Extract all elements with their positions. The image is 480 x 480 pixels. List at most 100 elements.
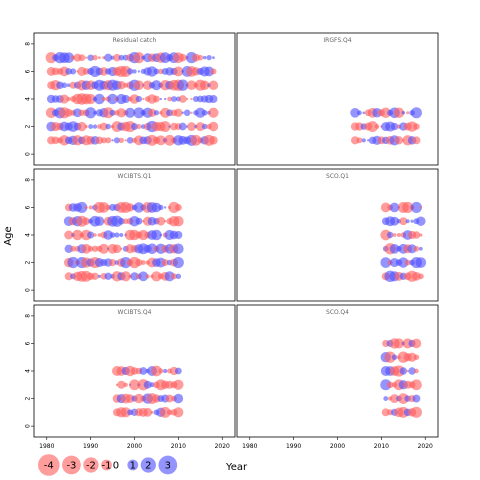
- bubble-residual-catch-2011-age3: [181, 111, 184, 114]
- bubble-residual-catch-2018-age5: [208, 80, 219, 90]
- bubble-irgfs-q4-2016-age3: [406, 111, 410, 115]
- bubble-residual-catch-1997-age5: [117, 81, 126, 90]
- bubble-wcibts-q1-1996-age3: [112, 244, 122, 254]
- y-tick-label-residual-catch-8: 8: [25, 42, 32, 46]
- bubble-wcibts-q4-2008-age1: [166, 409, 173, 416]
- bubble-wcibts-q1-1992-age5: [94, 216, 105, 227]
- bubble-residual-catch-1992-age4: [94, 93, 105, 105]
- legend-bubble-neg1: [101, 459, 112, 471]
- bubble-sco-q4-2018-age1: [410, 406, 423, 418]
- bubble-wcibts-q1-1990-age3: [87, 245, 94, 252]
- bubble-wcibts-q1-2006-age6: [158, 204, 164, 211]
- bubble-wcibts-q1-1995-age4: [109, 232, 116, 238]
- bubble-wcibts-q1-2007-age5: [164, 220, 167, 223]
- bubble-residual-catch-1985-age5: [66, 83, 71, 88]
- bubble-wcibts-q1-1992-age1: [97, 274, 101, 278]
- bubble-residual-catch-1997-age1: [118, 137, 124, 143]
- legend-bubble-neg2: [83, 457, 99, 473]
- legend-label-neg3: -3: [66, 461, 76, 472]
- panel-title-sco-q1: SCO.Q1: [326, 173, 349, 180]
- bubble-wcibts-q1-2001-age2: [135, 258, 143, 267]
- bubble-wcibts-q1-2005-age4: [151, 229, 162, 241]
- bubble-residual-catch-1999-age1: [126, 137, 134, 144]
- bubble-sco-q1-2019-age1: [417, 273, 424, 280]
- panel-title-irgfs-q4: IRGFS.Q4: [323, 37, 351, 44]
- bubble-wcibts-q1-2010-age4: [174, 230, 183, 240]
- bubble-irgfs-q4-2013-age2: [390, 122, 399, 131]
- bubble-residual-catch-2013-age2: [187, 122, 196, 131]
- bubble-sco-q1-2014-age4: [396, 232, 401, 238]
- bubble-residual-catch-2017-age7: [206, 55, 212, 61]
- bubble-wcibts-q4-2010-age2: [173, 393, 184, 404]
- legend-bubble-neg3: [62, 455, 81, 475]
- bubble-sco-q4-2011-age1: [381, 408, 390, 417]
- bubble-residual-catch-2001-age7: [133, 52, 145, 64]
- bubble-residual-catch-1989-age2: [84, 124, 88, 129]
- y-tick-label-wcibts-q4-8: 8: [25, 314, 32, 318]
- bubble-sco-q1-2017-age3: [407, 244, 417, 254]
- y-axis-title: Age: [3, 226, 14, 245]
- bubble-sco-q4-2012-age5: [384, 351, 396, 363]
- bubble-wcibts-q1-2001-age6: [133, 202, 145, 213]
- bubble-irgfs-q4-2018-age2: [413, 123, 420, 130]
- bubble-wcibts-q1-1997-age3: [120, 247, 123, 250]
- bubble-wcibts-q4-1998-age1: [120, 407, 131, 418]
- bubble-residual-catch-1995-age4: [107, 93, 118, 105]
- bubble-irgfs-q4-2018-age3: [410, 107, 422, 119]
- bubble-residual-catch-2018-age3: [208, 107, 219, 118]
- bubble-wcibts-q1-2002-age1: [138, 271, 149, 282]
- bubble-residual-catch-1990-age7: [87, 54, 94, 61]
- bubble-residual-catch-2004-age6: [146, 66, 158, 77]
- y-tick-label-wcibts-q4-2: 2: [25, 396, 32, 400]
- bubble-wcibts-q1-1993-age3: [98, 243, 109, 254]
- bubble-irgfs-q4-2008-age2: [367, 121, 379, 133]
- bubble-residual-catch-1988-age2: [77, 121, 87, 132]
- bubble-wcibts-q1-1998-age1: [120, 271, 131, 282]
- bubble-sco-q4-2018-age2: [412, 394, 421, 403]
- bubble-wcibts-q1-1994-age1: [104, 272, 112, 280]
- x-tick-label-wcibts-q4-2020: 2020: [215, 443, 230, 450]
- x-tick-label-wcibts-q4-1980: 1980: [39, 443, 54, 450]
- bubble-irgfs-q4-2005-age1: [356, 137, 363, 144]
- panel-sco-q4: SCO.Q4 1980 1990 2000 2010 2020: [236, 304, 439, 450]
- y-tick-label-wcibts-q1-2: 2: [25, 260, 32, 264]
- bubble-sco-q4-2016-age4: [406, 369, 409, 373]
- bubble-residual-catch-2010-age3: [174, 108, 183, 117]
- bubble-residual-catch-1985-age4: [66, 96, 71, 102]
- legend: -4 -3 -2 -1 0 1 2 3: [38, 454, 178, 476]
- bubble-wcibts-q1-2010-age6: [174, 203, 182, 211]
- bubble-residual-catch-1991-age7: [92, 54, 98, 61]
- bubble-wcibts-q1-1987-age4: [72, 229, 83, 241]
- bubble-residual-catch-2011-age4: [178, 95, 187, 103]
- bubble-wcibts-q1-1992-age4: [97, 233, 102, 237]
- y-tick-label-wcibts-q4-0: 0: [25, 424, 32, 428]
- bubble-residual-catch-2016-age3: [201, 109, 208, 116]
- y-tick-label-residual-catch-6: 6: [25, 69, 32, 73]
- panel-wcibts-q4: WCIBTS.Q4 0 2 4 6 8 1980 1990 2000 2010 2020: [25, 304, 236, 450]
- bubble-irgfs-q4-2007-age1: [367, 139, 370, 142]
- bubble-residual-catch-2001-age5: [134, 80, 144, 91]
- legend-label-pos3: 3: [165, 461, 171, 472]
- bubble-wcibts-q1-1996-age4: [114, 232, 120, 238]
- bubble-residual-catch-2001-age3: [133, 107, 145, 119]
- bubble-wcibts-q1-2010-age1: [175, 273, 182, 280]
- bubble-sco-q4-2017-age5: [407, 352, 417, 362]
- bubble-wcibts-q1-2010-age5: [173, 215, 184, 227]
- bubble-sco-q1-2015-age2: [398, 257, 409, 268]
- bubble-residual-catch-2016-age7: [202, 55, 207, 60]
- bubble-wcibts-q4-1998-age3: [123, 382, 128, 387]
- bubble-residual-catch-1994-age2: [105, 123, 111, 130]
- bubble-wcibts-q4-2003-age1: [143, 407, 153, 417]
- bubble-sco-q1-2013-age5: [390, 216, 400, 226]
- bubble-residual-catch-1992-age7: [97, 56, 101, 60]
- bubble-wcibts-q1-1989-age3: [81, 243, 92, 254]
- bubble-sco-q1-2011-age2: [380, 257, 392, 268]
- bubble-sco-q1-2018-age1: [412, 271, 421, 281]
- bubble-residual-catch-2006-age1: [155, 135, 166, 146]
- bubble-wcibts-q1-1985-age4: [64, 230, 74, 240]
- bubble-sco-q1-2018-age3: [413, 245, 420, 252]
- bubble-sco-q4-2011-age2: [383, 396, 389, 401]
- bubble-wcibts-q1-1988-age6: [76, 201, 88, 213]
- bubble-sco-q4-2014-age6: [393, 338, 404, 349]
- bubble-residual-catch-1997-age3: [116, 108, 127, 118]
